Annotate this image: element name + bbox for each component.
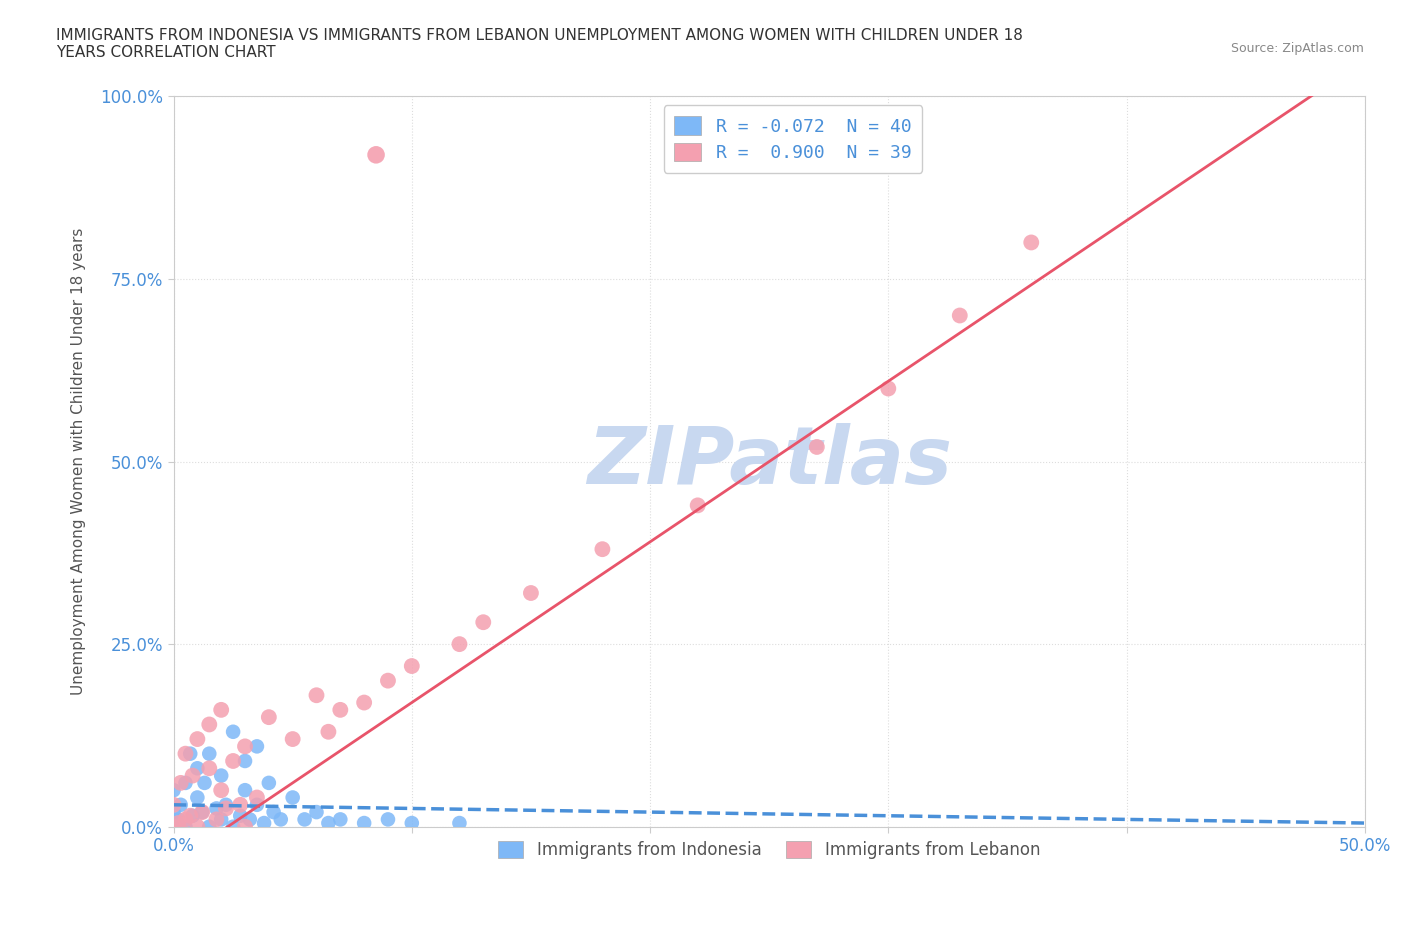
Point bbox=[209, 702, 232, 717]
Point bbox=[472, 615, 495, 630]
Point bbox=[170, 797, 193, 812]
Point bbox=[263, 804, 285, 819]
Point bbox=[281, 790, 304, 805]
Point bbox=[174, 812, 197, 827]
Point bbox=[167, 812, 190, 827]
Point bbox=[170, 776, 193, 790]
Point bbox=[686, 498, 709, 512]
Point bbox=[305, 804, 328, 819]
Y-axis label: Unemployment Among Women with Children Under 18 years: Unemployment Among Women with Children U… bbox=[72, 228, 86, 696]
Point bbox=[167, 816, 190, 830]
Point bbox=[305, 688, 328, 703]
Point bbox=[229, 808, 252, 823]
Point bbox=[233, 753, 256, 768]
Point bbox=[949, 308, 972, 323]
Point bbox=[209, 768, 232, 783]
Point bbox=[162, 804, 184, 819]
Point bbox=[209, 783, 232, 798]
Point bbox=[162, 819, 184, 834]
Point bbox=[591, 542, 613, 557]
Point bbox=[186, 732, 208, 747]
Point bbox=[1019, 235, 1042, 250]
Point bbox=[377, 812, 399, 827]
Point bbox=[222, 724, 245, 739]
Text: IMMIGRANTS FROM INDONESIA VS IMMIGRANTS FROM LEBANON UNEMPLOYMENT AMONG WOMEN WI: IMMIGRANTS FROM INDONESIA VS IMMIGRANTS … bbox=[56, 28, 1024, 60]
Point bbox=[215, 797, 238, 812]
Point bbox=[233, 739, 256, 754]
Point bbox=[198, 717, 221, 732]
Point bbox=[401, 658, 423, 673]
Point bbox=[186, 761, 208, 776]
Point bbox=[229, 797, 252, 812]
Point bbox=[209, 812, 232, 827]
Point bbox=[318, 816, 340, 830]
Point bbox=[162, 783, 184, 798]
Point bbox=[222, 819, 245, 834]
Point bbox=[520, 586, 543, 601]
Point bbox=[174, 746, 197, 761]
Point bbox=[353, 695, 375, 710]
Point bbox=[215, 801, 238, 816]
Point bbox=[253, 816, 276, 830]
Point bbox=[353, 816, 375, 830]
Point bbox=[270, 812, 292, 827]
Point bbox=[198, 746, 221, 761]
Point bbox=[449, 816, 471, 830]
Text: Source: ZipAtlas.com: Source: ZipAtlas.com bbox=[1230, 42, 1364, 55]
Point bbox=[198, 761, 221, 776]
Point bbox=[257, 776, 280, 790]
Point bbox=[179, 808, 201, 823]
Point bbox=[162, 819, 184, 834]
Point bbox=[329, 702, 352, 717]
Point bbox=[205, 801, 228, 816]
Point bbox=[449, 637, 471, 652]
Point bbox=[377, 673, 399, 688]
Point bbox=[233, 819, 256, 834]
Point bbox=[181, 808, 204, 823]
Point bbox=[191, 804, 214, 819]
Point bbox=[246, 790, 269, 805]
Point bbox=[191, 804, 214, 819]
Point bbox=[174, 776, 197, 790]
Point bbox=[162, 797, 184, 812]
Point bbox=[294, 812, 316, 827]
Point bbox=[401, 816, 423, 830]
Point bbox=[364, 147, 387, 162]
Point bbox=[246, 739, 269, 754]
Point bbox=[222, 753, 245, 768]
Point bbox=[239, 812, 262, 827]
Point bbox=[806, 440, 828, 455]
Point bbox=[174, 819, 197, 834]
Point bbox=[246, 797, 269, 812]
Text: ZIPatlas: ZIPatlas bbox=[586, 422, 952, 500]
Point bbox=[329, 812, 352, 827]
Point bbox=[198, 819, 221, 834]
Point bbox=[257, 710, 280, 724]
Point bbox=[181, 768, 204, 783]
Point bbox=[877, 381, 900, 396]
Point bbox=[179, 746, 201, 761]
Point bbox=[186, 819, 208, 834]
Point bbox=[205, 812, 228, 827]
Point bbox=[281, 732, 304, 747]
Legend: Immigrants from Indonesia, Immigrants from Lebanon: Immigrants from Indonesia, Immigrants fr… bbox=[488, 831, 1050, 870]
Point bbox=[233, 783, 256, 798]
Point bbox=[193, 776, 215, 790]
Point bbox=[186, 790, 208, 805]
Point bbox=[318, 724, 340, 739]
